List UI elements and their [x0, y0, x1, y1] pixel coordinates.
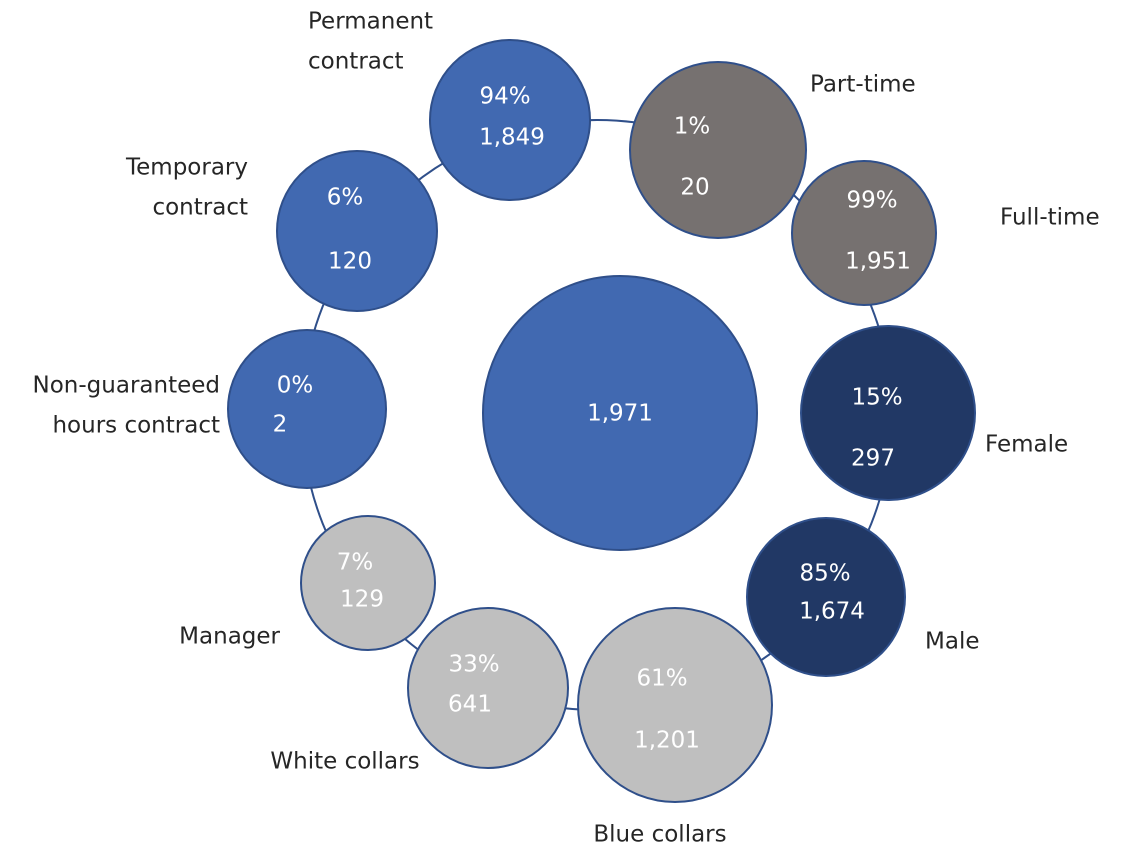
- node-label: contract: [152, 195, 248, 221]
- node-circle: [800, 325, 976, 501]
- center-value: 1,971: [587, 401, 653, 427]
- node-label: Female: [985, 432, 1068, 458]
- node-circle: [407, 607, 569, 769]
- node-circle: [300, 515, 436, 651]
- node-count: 641: [448, 692, 492, 718]
- node-label: hours contract: [52, 413, 220, 439]
- node-count: 1,849: [479, 125, 545, 151]
- node-count: 1,951: [845, 249, 911, 275]
- node-count: 129: [340, 587, 384, 613]
- node-circle: [746, 517, 906, 677]
- node-label: Blue collars: [593, 822, 726, 848]
- node-count: 2: [273, 412, 288, 438]
- node-circle: [227, 329, 387, 489]
- node-percent: 7%: [337, 550, 374, 576]
- node-count: 1,674: [799, 599, 865, 625]
- node-percent: 6%: [327, 185, 364, 211]
- node-label: Male: [925, 629, 979, 655]
- node-count: 1,201: [634, 728, 700, 754]
- node-circle: [577, 607, 773, 803]
- node-label: Temporary: [125, 155, 248, 181]
- center-circle: [482, 275, 758, 551]
- node-percent: 0%: [277, 373, 314, 399]
- node-circle: [791, 160, 937, 306]
- node-percent: 15%: [851, 385, 902, 411]
- node-label: Part-time: [810, 72, 916, 98]
- node-percent: 33%: [448, 652, 499, 678]
- node-label: White collars: [270, 749, 419, 775]
- node-circle: [429, 39, 591, 201]
- node-label: Permanent: [308, 9, 433, 35]
- node-circle: [276, 150, 438, 312]
- node-label: Full-time: [1000, 205, 1100, 231]
- node-percent: 85%: [799, 561, 850, 587]
- node-label: Manager: [179, 624, 280, 650]
- node-circle: [629, 61, 807, 239]
- node-percent: 1%: [674, 114, 711, 140]
- node-count: 120: [328, 249, 372, 275]
- node-percent: 99%: [846, 188, 897, 214]
- node-count: 20: [680, 175, 709, 201]
- node-percent: 61%: [636, 666, 687, 692]
- node-label: contract: [308, 49, 404, 75]
- node-label: Non-guaranteed: [33, 373, 220, 399]
- node-percent: 94%: [479, 84, 530, 110]
- node-count: 297: [851, 446, 895, 472]
